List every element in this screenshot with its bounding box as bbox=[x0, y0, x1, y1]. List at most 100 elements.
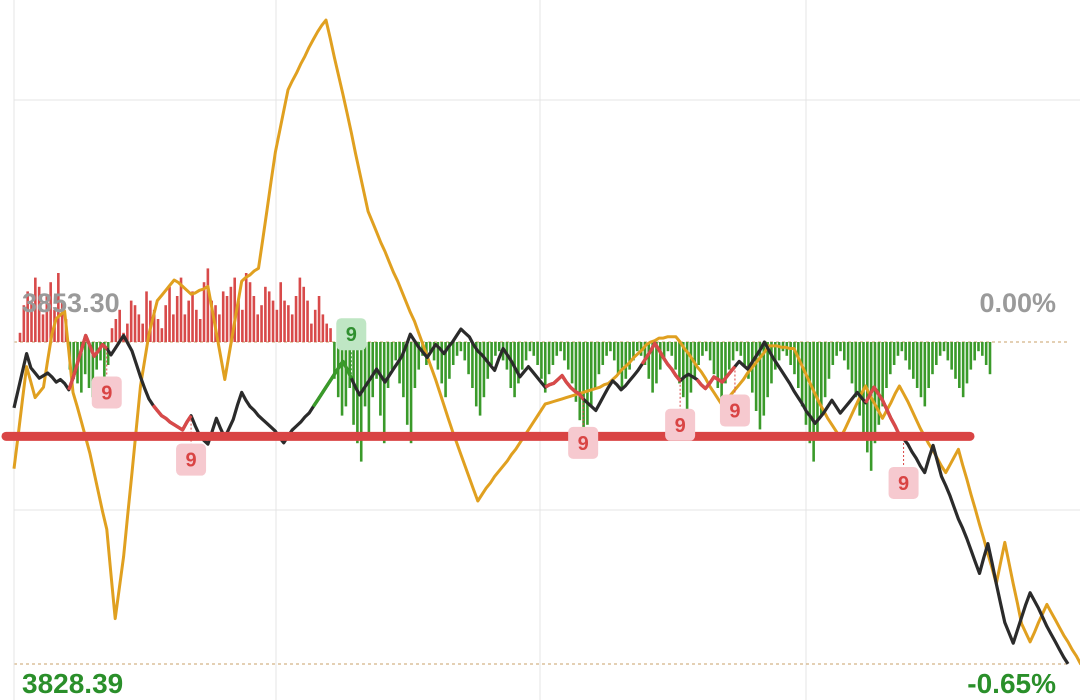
volume-bar-down bbox=[735, 342, 739, 352]
volume-bar-down bbox=[693, 342, 697, 379]
volume-bar-down bbox=[91, 342, 95, 398]
volume-bar-down bbox=[977, 342, 980, 352]
volume-bar-up bbox=[233, 277, 237, 342]
volume-bar-down bbox=[797, 342, 800, 388]
volume-bar-down bbox=[386, 342, 390, 388]
volume-bar-up bbox=[298, 277, 302, 342]
volume-bar-down bbox=[448, 342, 451, 379]
volume-bar-down bbox=[743, 342, 746, 365]
volume-bar-up bbox=[175, 296, 179, 342]
signal-badge bbox=[665, 408, 696, 441]
volume-bar-down bbox=[474, 342, 478, 407]
volume-bar-down bbox=[854, 342, 858, 398]
volume-bar-down bbox=[816, 342, 819, 434]
volume-bar-down bbox=[405, 342, 409, 425]
volume-bar-down bbox=[467, 342, 470, 375]
signal-badge-label: 9 bbox=[101, 382, 112, 404]
volume-bar-down bbox=[87, 342, 91, 388]
volume-bar-down bbox=[900, 342, 904, 352]
volume-bar-down bbox=[390, 342, 394, 370]
volume-bar-down bbox=[720, 342, 723, 402]
volume-bar-down bbox=[524, 342, 528, 361]
volume-bar-down bbox=[540, 342, 543, 379]
volume-bar-down bbox=[892, 342, 896, 365]
volume-bar-down bbox=[850, 342, 854, 384]
volume-bar-down bbox=[846, 342, 850, 370]
signal-segment bbox=[695, 365, 737, 391]
volume-bar-down bbox=[471, 342, 474, 388]
volume-bar-down bbox=[724, 342, 727, 384]
volume-bar-up bbox=[229, 286, 233, 342]
volume-bar-down bbox=[831, 342, 835, 365]
volume-bar-up bbox=[237, 300, 240, 342]
volume-bar-down bbox=[655, 342, 658, 384]
volume-bar-down bbox=[563, 342, 566, 361]
volume-bar-down bbox=[789, 342, 792, 365]
signal-badge-label: 9 bbox=[729, 401, 740, 423]
volume-bar-down bbox=[747, 342, 750, 379]
volume-bar-down bbox=[597, 342, 601, 375]
volume-bar-down bbox=[793, 342, 796, 375]
volume-bar-down bbox=[958, 342, 961, 388]
volume-bar-down bbox=[455, 342, 459, 356]
volume-bar-down bbox=[459, 342, 463, 352]
volume-bar-down bbox=[697, 342, 700, 365]
volume-bar-down bbox=[827, 342, 831, 379]
volume-bar-up bbox=[287, 305, 290, 342]
volume-bar-up bbox=[164, 305, 167, 342]
volume-bar-down bbox=[589, 342, 593, 407]
volume-bar-down bbox=[908, 342, 911, 370]
series-lines bbox=[12, 18, 1080, 666]
volume-bar-up bbox=[210, 300, 213, 342]
volume-bar-down bbox=[402, 342, 405, 398]
volume-bar-up bbox=[18, 332, 22, 342]
volume-bar-down bbox=[678, 342, 681, 384]
volume-bar-down bbox=[520, 342, 524, 370]
signal-segment bbox=[67, 333, 108, 391]
volume-bar-down bbox=[773, 342, 777, 370]
volume-bar-down bbox=[532, 342, 536, 356]
volume-bar-up bbox=[141, 323, 144, 342]
volume-bar-down bbox=[804, 342, 808, 425]
volume-bar-up bbox=[187, 300, 190, 342]
volume-bar-down bbox=[800, 342, 804, 407]
volume-bar-down bbox=[981, 342, 984, 356]
volume-bar-down bbox=[935, 342, 938, 365]
volume-bar-down bbox=[551, 342, 555, 365]
volume-bar-down bbox=[896, 342, 900, 356]
signal-segment bbox=[311, 359, 353, 408]
volume-bar-down bbox=[712, 342, 716, 375]
volume-bar-down bbox=[881, 342, 884, 407]
volume-bar-up bbox=[302, 286, 306, 342]
volume-bar-down bbox=[478, 342, 482, 416]
low-percent-label: -0.65% bbox=[967, 668, 1056, 699]
volume-bar-down bbox=[973, 342, 976, 361]
volume-bar-down bbox=[739, 342, 743, 356]
volume-bar-down bbox=[566, 342, 570, 370]
volume-bar-down bbox=[651, 342, 654, 393]
volume-bar-up bbox=[110, 328, 114, 342]
volume-bar-down bbox=[946, 342, 950, 361]
volume-bar-down bbox=[616, 342, 620, 375]
volume-bar-up bbox=[283, 300, 286, 342]
axis-labels: 3853.30 0.00% 3828.39 -0.65% bbox=[22, 288, 1056, 699]
volume-bar-up bbox=[225, 296, 229, 342]
volume-bar-down bbox=[440, 342, 444, 384]
volume-bar-down bbox=[451, 342, 455, 365]
signal-badge-label: 9 bbox=[578, 433, 589, 455]
volume-bar-down bbox=[555, 342, 559, 356]
volume-bar-down bbox=[421, 342, 424, 356]
volume-bar-down bbox=[727, 342, 731, 370]
volume-bar-down bbox=[988, 342, 992, 375]
volume-bar-down bbox=[647, 342, 651, 379]
volume-bar-up bbox=[221, 291, 225, 342]
volume-bar-down bbox=[517, 342, 520, 384]
volume-bar-down bbox=[80, 342, 83, 393]
volume-bar-down bbox=[954, 342, 957, 379]
volume-bar-up bbox=[172, 314, 175, 342]
volume-bar-down bbox=[666, 342, 670, 352]
volume-bar-down bbox=[413, 342, 417, 388]
volume-bar-down bbox=[432, 342, 436, 361]
volume-bar-up bbox=[198, 319, 202, 342]
volume-bar-up bbox=[149, 300, 152, 342]
